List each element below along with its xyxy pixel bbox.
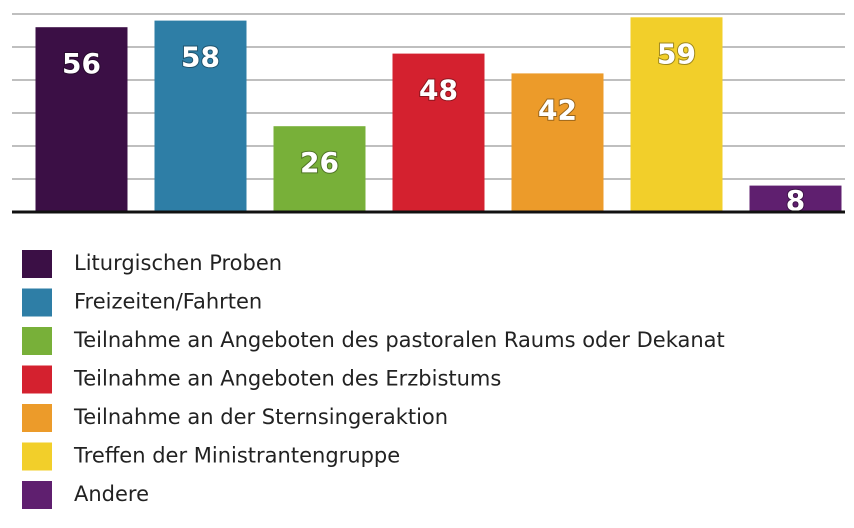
bar [749, 185, 842, 212]
legend-swatch [22, 481, 52, 509]
legend-swatch [22, 250, 52, 278]
legend-label: Teilnahme an Angeboten des Erzbistums [73, 367, 501, 391]
legend-swatch [22, 288, 52, 317]
value-label: 26 [300, 146, 339, 179]
value-label: 42 [538, 93, 577, 126]
bar [392, 53, 485, 212]
legend-label: Teilnahme an Angeboten des pastoralen Ra… [73, 328, 725, 352]
bar [273, 126, 366, 212]
value-label: 8 [786, 184, 805, 217]
bar [35, 27, 128, 213]
bar [630, 17, 723, 212]
value-label: 58 [181, 41, 220, 74]
legend-label: Treffen der Ministrantengruppe [73, 444, 400, 468]
legend-swatch [22, 365, 52, 394]
bar [154, 20, 247, 212]
value-label: 56 [62, 47, 101, 80]
legend-swatch [22, 327, 52, 355]
legend-label: Liturgischen Proben [74, 251, 282, 275]
legend-label: Freizeiten/Fahrten [74, 290, 262, 314]
value-label: 59 [657, 37, 696, 70]
legend-swatch [22, 442, 52, 471]
value-label: 48 [419, 74, 458, 107]
legend-swatch [22, 404, 52, 432]
bar [511, 73, 604, 213]
legend-label: Andere [74, 482, 149, 506]
legend-label: Teilnahme an der Sternsingeraktion [73, 405, 448, 429]
